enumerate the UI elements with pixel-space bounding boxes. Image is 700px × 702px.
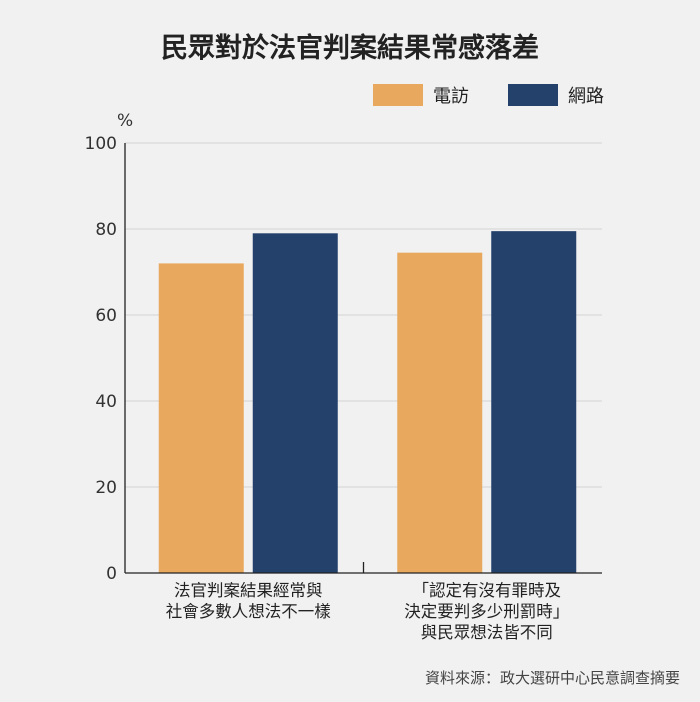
y-tick-label: 60	[95, 306, 117, 326]
x-category-label: 決定要判多少刑罰時」	[404, 602, 569, 621]
legend-swatch	[373, 84, 423, 106]
y-tick-label: 20	[95, 478, 117, 498]
y-axis-ticks: 0 20 40 60 80 100	[85, 134, 117, 584]
bar-phone-1	[158, 263, 244, 573]
x-category-label: 與民眾想法皆不同	[421, 623, 553, 642]
legend-label: 網路	[568, 86, 604, 107]
x-category-label: 「認定有沒有罪時及	[413, 581, 562, 600]
x-category-label: 社會多數人想法不一樣	[166, 602, 332, 621]
bar-phone-2	[397, 252, 483, 573]
legend-swatch	[508, 84, 558, 106]
bar-web-1	[252, 233, 338, 574]
legend: 電訪 網路	[373, 84, 604, 107]
bar-web-2	[491, 231, 577, 573]
y-axis-unit: %	[117, 111, 133, 131]
y-tick-label: 0	[106, 564, 117, 584]
bars	[158, 231, 577, 574]
y-tick-label: 80	[95, 220, 117, 240]
source-note: 資料來源：政大選研中心民意調查摘要	[425, 669, 680, 687]
legend-label: 電訪	[433, 86, 469, 107]
axes	[124, 143, 602, 574]
x-category-label: 法官判案結果經常與	[174, 581, 323, 600]
chart-title: 民眾對於法官判案結果常感落差	[161, 32, 539, 64]
y-tick-label: 100	[85, 134, 117, 154]
y-tick-label: 40	[95, 392, 117, 412]
